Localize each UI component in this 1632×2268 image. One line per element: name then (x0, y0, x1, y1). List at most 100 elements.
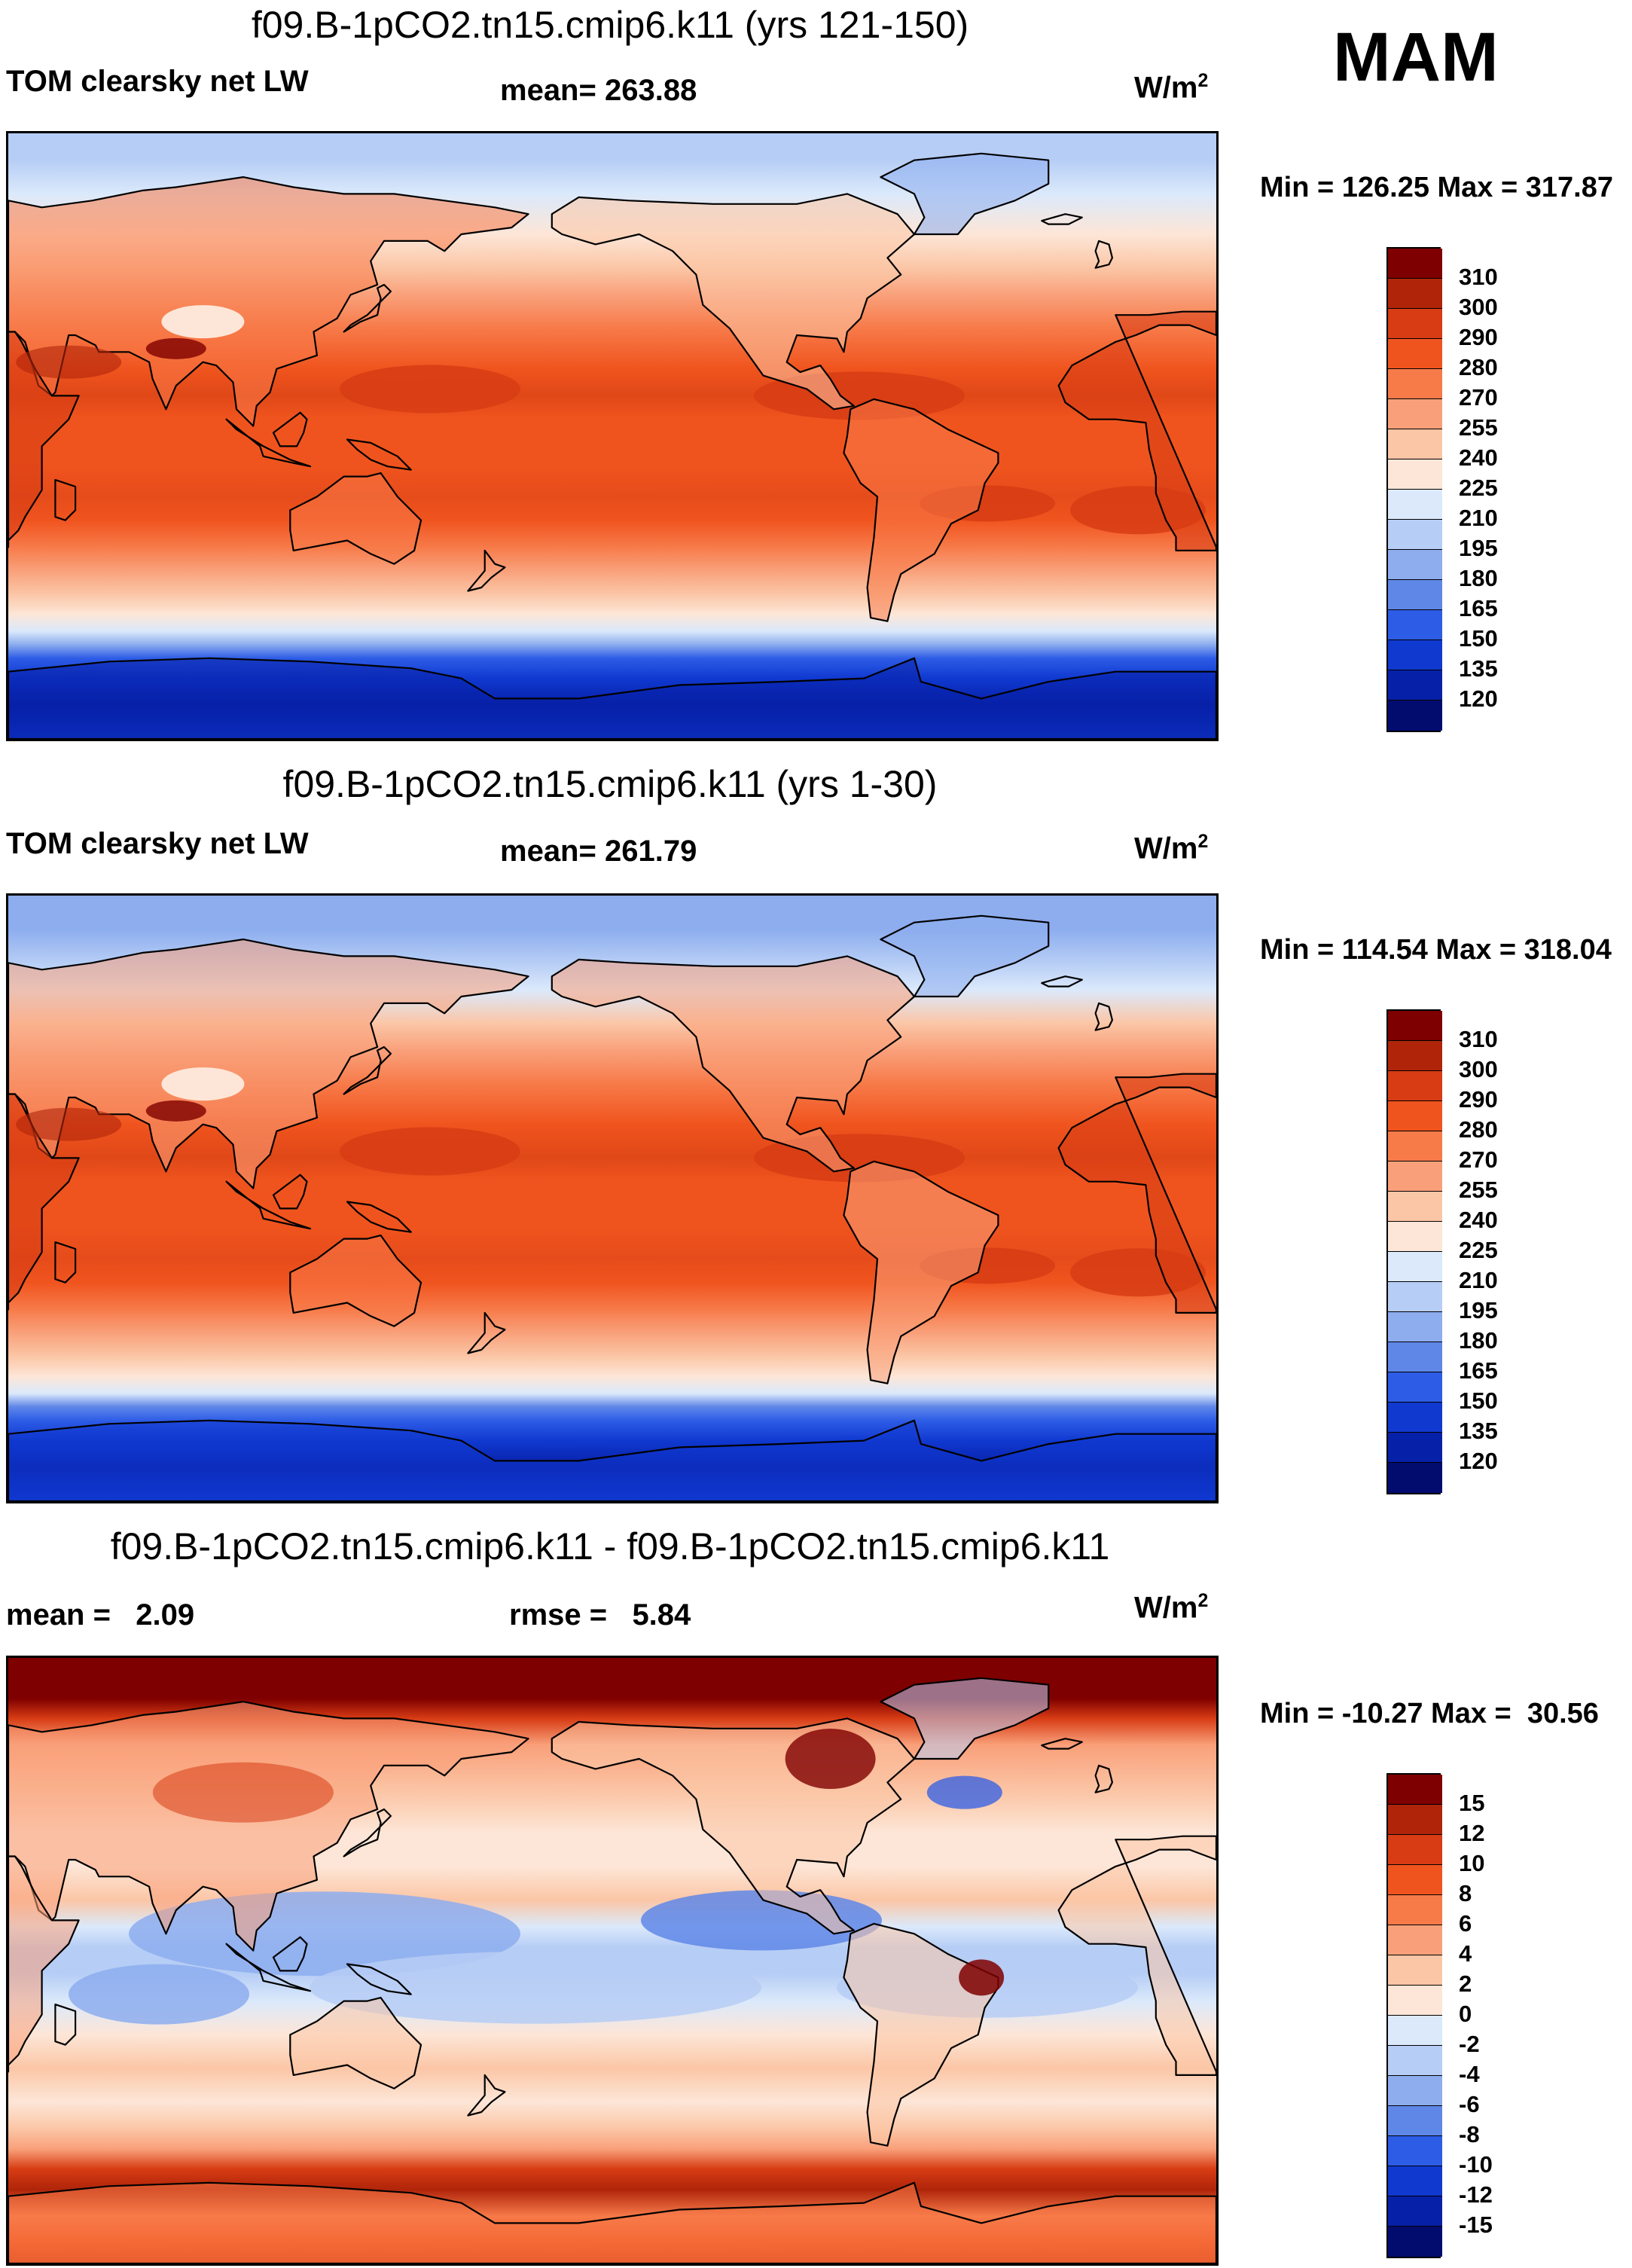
colorbar-label: 225 (1459, 1237, 1498, 1263)
colorbar-label: 290 (1459, 1086, 1498, 1113)
colorbar-label: 240 (1459, 444, 1498, 471)
colorbar-label: 150 (1459, 1387, 1498, 1414)
field-band (340, 365, 520, 414)
panel-2-title: f09.B-1pCO2.tn15.cmip6.k11 (yrs 1-30) (282, 763, 938, 805)
colorbar-label: 180 (1459, 1327, 1498, 1354)
coastline-africa (8, 331, 80, 548)
colorbar-label: -2 (1459, 2031, 1480, 2057)
coastline-uk (1094, 240, 1113, 269)
colorbar-segment (1388, 1161, 1442, 1192)
colorbar-segment (1388, 2076, 1442, 2106)
colorbar-segment (1388, 1403, 1442, 1433)
colorbar-label: -6 (1459, 2091, 1480, 2117)
colorbar-segment (1388, 1342, 1442, 1372)
colorbar-label: 310 (1459, 1026, 1498, 1052)
colorbar-segment (1388, 339, 1442, 369)
coastline-iceland (1041, 213, 1083, 225)
colorbar-segment (1388, 279, 1442, 309)
colorbar-label: 280 (1459, 354, 1498, 380)
coastline-japan (343, 1808, 392, 1857)
colorbar-segment (1388, 2227, 1442, 2257)
colorbar-label: 195 (1459, 1297, 1498, 1323)
panel-1-left-label: TOM clearsky net LW (6, 65, 309, 98)
colorbar-segment (1388, 2196, 1442, 2227)
colorbar-label: 15 (1459, 1790, 1485, 1816)
colorbar-label: 240 (1459, 1207, 1498, 1233)
panel-3-title: f09.B-1pCO2.tn15.cmip6.k11 - f09.B-1pCO2… (110, 1525, 1110, 1567)
coastline-nz (467, 549, 506, 592)
panel-2-map-svg (8, 896, 1216, 1501)
colorbar-label: 4 (1459, 1940, 1472, 1967)
indo-gangetic-patch (145, 1100, 206, 1122)
colorbar-label: 270 (1459, 1146, 1498, 1173)
panel-2-colorbar: 310 300 290 280 270 255 240 225 210 195 180 165 150 1… (1386, 1009, 1498, 1494)
colorbar-segment (1388, 2106, 1442, 2136)
colorbar-segment (1388, 640, 1442, 670)
colorbar-box (1386, 247, 1442, 732)
panel-3-units: W/m2 (1134, 1591, 1209, 1625)
colorbar-segment (1388, 580, 1442, 610)
coastline-indonesia (225, 418, 312, 468)
colorbar-segment (1388, 2016, 1442, 2046)
colorbar-label: -10 (1459, 2151, 1493, 2178)
coastline-iceland (1041, 1738, 1083, 1750)
colorbar-segment (1388, 520, 1442, 550)
colorbar-label: 120 (1459, 685, 1498, 712)
panel-2-units: W/m2 (1134, 832, 1209, 865)
coastline-madagascar (54, 1241, 77, 1284)
colorbar-segment (1388, 1222, 1442, 1252)
panel-3-map-svg (8, 1658, 1216, 2263)
colorbar-segment (1388, 670, 1442, 701)
colorbar-segment (1388, 1895, 1442, 1925)
colorbar-segment (1388, 249, 1442, 279)
field-band (69, 1964, 249, 2025)
coastline-nz (467, 1311, 506, 1354)
colorbar-label: 120 (1459, 1448, 1498, 1474)
colorbar-segment (1388, 1925, 1442, 1955)
coastline-borneo (272, 1936, 308, 1972)
coastline-borneo (272, 1174, 308, 1210)
coastline-africaW (1057, 1835, 1216, 2076)
coastline-eurasia (8, 176, 529, 427)
colorbar-segment (1388, 1372, 1442, 1403)
colorbar-segment (1388, 550, 1442, 580)
panel-1-title: f09.B-1pCO2.tn15.cmip6.k11 (yrs 121-150) (251, 4, 969, 46)
panel-1-map-svg (8, 133, 1216, 739)
panel-1-mean: mean= 263.88 (500, 74, 697, 107)
colorbar-segment (1388, 1282, 1442, 1312)
colorbar-segment (1388, 1071, 1442, 1101)
coastline-borneo (272, 411, 308, 447)
coastline-nz (467, 2074, 506, 2117)
colorbar-label: -12 (1459, 2181, 1493, 2208)
colorbar-segment (1388, 1192, 1442, 1222)
panel-2-left-label: TOM clearsky net LW (6, 827, 309, 860)
panel-1-units: W/m2 (1134, 71, 1209, 105)
coastline-greenland (880, 152, 1050, 236)
colorbar-segment (1388, 1775, 1442, 1805)
colorbar-segment (1388, 459, 1442, 490)
tibet-patch (161, 305, 245, 339)
colorbar-segment (1388, 1131, 1442, 1161)
coastline-namerica (551, 955, 916, 1173)
coastline-eurasia (8, 939, 529, 1189)
colorbar-box (1386, 1009, 1442, 1494)
colorbar-label: 150 (1459, 625, 1498, 652)
colorbar-label: 280 (1459, 1116, 1498, 1143)
coastline-australia (289, 472, 422, 565)
colorbar-label: 135 (1459, 1418, 1498, 1444)
colorbar-segment (1388, 490, 1442, 520)
colorbar-segment (1388, 1805, 1442, 1835)
panel-1-minmax: Min = 126.25 Max = 317.87 (1260, 172, 1613, 203)
coastline-iceland (1041, 975, 1083, 987)
colorbar-segment (1388, 2166, 1442, 2196)
colorbar-label: 290 (1459, 324, 1498, 350)
coastline-namerica (551, 193, 916, 411)
coastline-australia (289, 1235, 422, 1327)
colorbar-segment (1388, 1463, 1442, 1493)
coastline-uk (1094, 1764, 1113, 1793)
panel-3-rmse: rmse = 5.84 (509, 1598, 691, 1632)
labrador-patch (926, 1775, 1002, 1809)
tibet-patch (161, 1067, 245, 1101)
panel-2-map (6, 893, 1219, 1503)
colorbar-label: 0 (1459, 2001, 1472, 2027)
